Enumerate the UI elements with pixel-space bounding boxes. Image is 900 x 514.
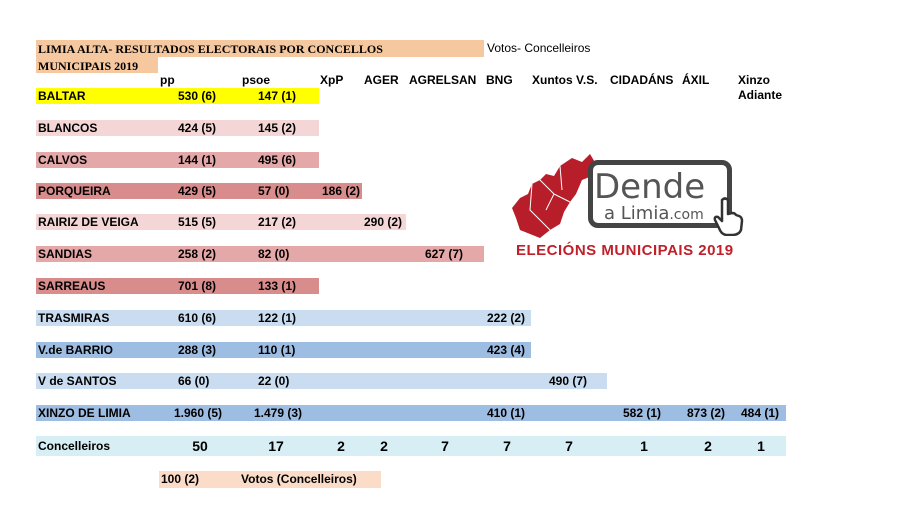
- logo-frame: [588, 160, 732, 228]
- cell-pp: 701 (8): [178, 279, 217, 293]
- cell-psoe: 57 (0): [258, 184, 290, 198]
- row-municipality-name: V de SANTOS: [38, 374, 117, 388]
- cell-psoe: 145 (2): [258, 121, 297, 135]
- row-municipality-name: PORQUEIRA: [38, 184, 111, 198]
- table-row: [36, 278, 319, 294]
- row-municipality-name: V.de BARRIO: [38, 343, 113, 357]
- hand-pointer-icon: [712, 196, 744, 241]
- row-municipality-name: BALTAR: [38, 89, 86, 103]
- table-row: [36, 405, 786, 421]
- cell-pp: 288 (3): [178, 343, 217, 357]
- cell-pp: 144 (1): [178, 153, 217, 167]
- table-row: [36, 342, 531, 358]
- row-municipality-name: BLANCOS: [38, 121, 98, 135]
- total-xinzo: 1: [757, 438, 765, 454]
- row-municipality-name: SANDIAS: [38, 247, 93, 261]
- col-header-pp: pp: [160, 73, 175, 87]
- cell-pp: 1.960 (5): [174, 406, 223, 420]
- title-banner-line2: MUNICIPAIS 2019: [36, 57, 158, 73]
- row-municipality-name: TRASMIRAS: [38, 311, 110, 325]
- legend-top: Votos- Concelleiros: [487, 41, 591, 55]
- cell-bng: 423 (4): [487, 343, 526, 357]
- total-pp: 50: [192, 438, 208, 454]
- col-header-xuntos: Xuntos V.S.: [532, 73, 598, 87]
- col-header-ager: AGER: [364, 73, 399, 87]
- cell-pp: 515 (5): [178, 215, 217, 229]
- cell-pp: 258 (2): [178, 247, 217, 261]
- cell-xpp: 186 (2): [322, 184, 361, 198]
- cell-psoe: 495 (6): [258, 153, 297, 167]
- page-subtitle: MUNICIPAIS 2019: [38, 59, 139, 73]
- cell-xinzo: 484 (1): [741, 406, 780, 420]
- cell-agrelsan: 627 (7): [425, 247, 464, 261]
- table-row: [36, 246, 484, 262]
- cell-xuntos: 490 (7): [549, 374, 588, 388]
- cell-pp: 66 (0): [178, 374, 210, 388]
- cell-pp: 610 (6): [178, 311, 217, 325]
- total-psoe: 17: [268, 438, 284, 454]
- totals-label: Concelleiros: [38, 439, 111, 453]
- col-header-axil: ÁXIL: [682, 73, 710, 87]
- cell-psoe: 82 (0): [258, 247, 290, 261]
- totals-row: [36, 436, 786, 456]
- legend-example: 100 (2): [161, 472, 200, 486]
- table-row: [36, 120, 319, 136]
- col-header-psoe: psoe: [242, 73, 271, 87]
- col-header-xpp: XpP: [320, 73, 344, 87]
- table-row: [36, 88, 319, 104]
- table-row: [36, 214, 406, 230]
- row-municipality-name: SARREAUS: [38, 279, 106, 293]
- legend-text: Votos (Concelleiros): [241, 472, 357, 486]
- total-bng: 7: [503, 438, 511, 454]
- cell-bng: 222 (2): [487, 311, 526, 325]
- cell-pp: 530 (6): [178, 89, 217, 103]
- col-header-xinzo-adiante: Xinzo Adiante: [738, 73, 783, 102]
- cell-psoe: 147 (1): [258, 89, 297, 103]
- col-header-agrelsan: AGRELSAN: [409, 73, 477, 87]
- logo-subtitle: ELECIÓNS MUNICIPAIS 2019: [516, 242, 734, 259]
- total-xpp: 2: [337, 438, 345, 454]
- total-ager: 2: [380, 438, 388, 454]
- title-banner-line1: LIMIA ALTA- RESULTADOS ELECTORAIS POR CO…: [36, 40, 484, 57]
- table-row: [36, 373, 607, 389]
- cell-cidadans: 582 (1): [623, 406, 662, 420]
- cell-pp: 424 (5): [178, 121, 217, 135]
- row-municipality-name: CALVOS: [38, 153, 88, 167]
- col-header-bng: BNG: [486, 73, 513, 87]
- page-title: LIMIA ALTA- RESULTADOS ELECTORAIS POR CO…: [38, 42, 383, 56]
- legend-bottom: 100 (2) Votos (Concelleiros): [159, 471, 381, 488]
- col-header-cidadans: CIDADÁNS: [610, 73, 674, 87]
- cell-ager: 290 (2): [364, 215, 403, 229]
- logo-word-limia: a Limia.com: [604, 203, 704, 224]
- cell-bng: 410 (1): [487, 406, 526, 420]
- row-municipality-name: RAIRIZ DE VEIGA: [38, 215, 139, 229]
- row-municipality-name: XINZO DE LIMIA: [38, 406, 131, 420]
- cell-psoe: 122 (1): [258, 311, 297, 325]
- cell-psoe: 110 (1): [258, 343, 296, 357]
- total-xuntos: 7: [565, 438, 573, 454]
- cell-psoe: 133 (1): [258, 279, 297, 293]
- table-row: [36, 310, 531, 326]
- cell-pp: 429 (5): [178, 184, 217, 198]
- total-cidadans: 1: [640, 438, 648, 454]
- cell-axil: 873 (2): [687, 406, 726, 420]
- table-row: [36, 183, 362, 199]
- cell-psoe: 1.479 (3): [254, 406, 303, 420]
- limia-map-logo: [510, 150, 600, 250]
- cell-psoe: 217 (2): [258, 215, 297, 229]
- total-agrelsan: 7: [441, 438, 449, 454]
- cell-psoe: 22 (0): [258, 374, 290, 388]
- total-axil: 2: [704, 438, 712, 454]
- table-row: [36, 152, 319, 168]
- logo-word-dende: Dende: [594, 167, 706, 207]
